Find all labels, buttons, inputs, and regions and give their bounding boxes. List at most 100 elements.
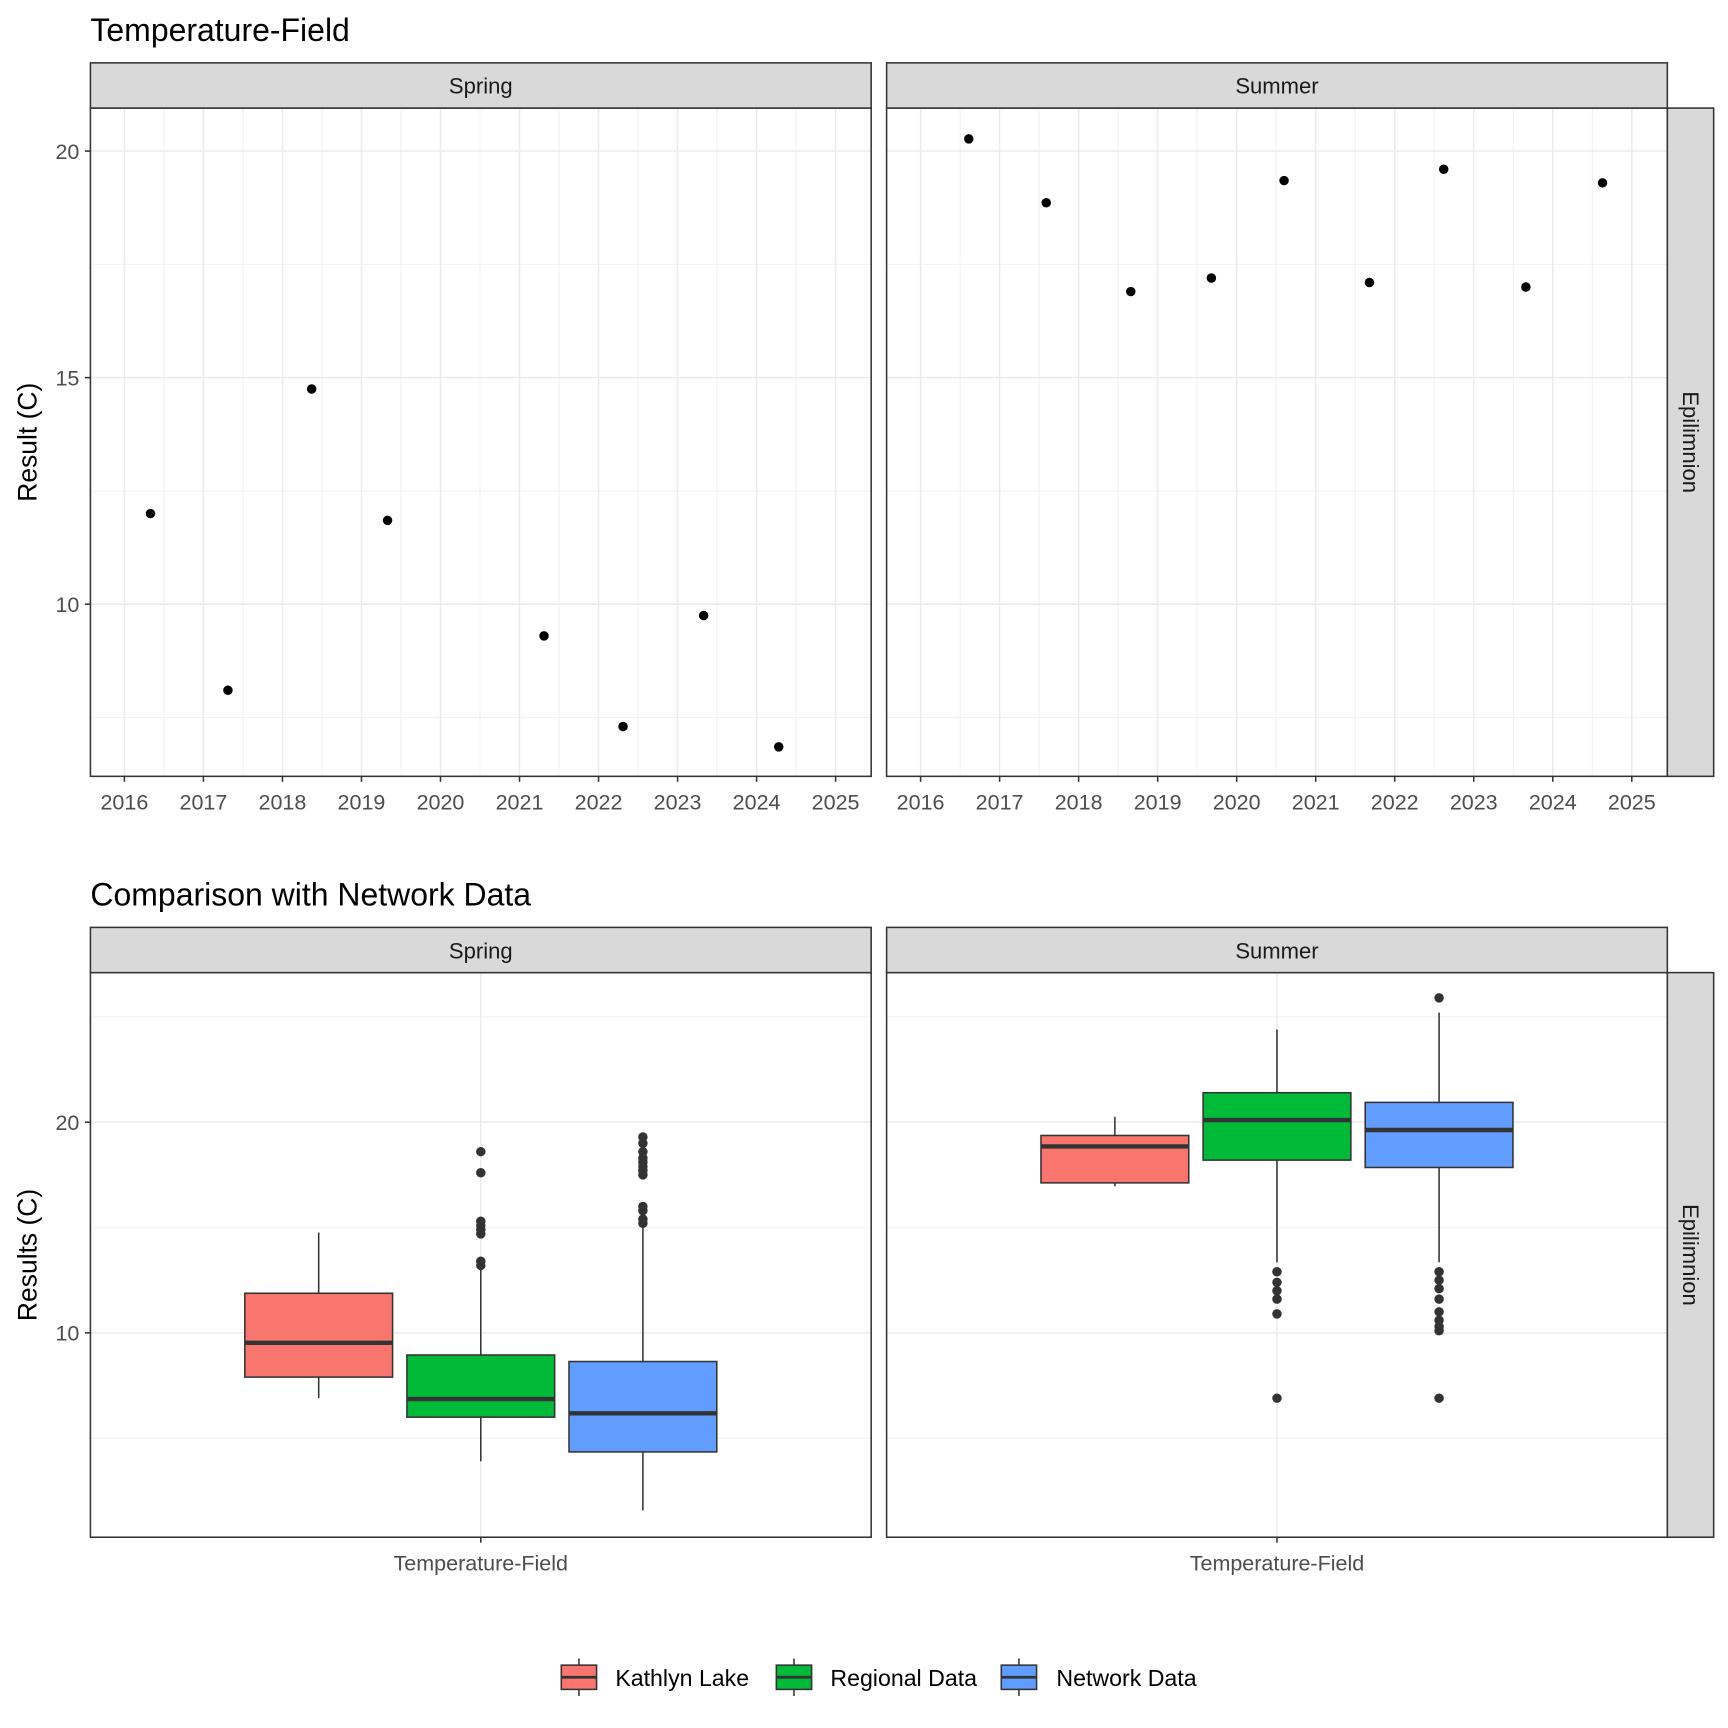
strip-label-row-top: Epilimnion <box>1678 391 1703 493</box>
y-tick-label: 15 <box>55 366 79 390</box>
x-tick-label: 2024 <box>1529 790 1577 814</box>
x-tick-label: 2016 <box>100 790 148 814</box>
x-tick-label: 2023 <box>1450 790 1498 814</box>
x-tick-label: 2018 <box>1055 790 1103 814</box>
boxplot-network-data <box>1364 993 1514 1403</box>
y-tick-label: 10 <box>55 1322 79 1346</box>
strip-label-summer-bottom: Summer <box>1235 938 1318 963</box>
x-tick-label: 2016 <box>897 790 945 814</box>
x-tick-label: 2021 <box>496 790 544 814</box>
outlier-point <box>1434 1275 1444 1285</box>
bottom-boxes <box>244 993 1514 1511</box>
bottom-ticks: Temperature-Field Temperature-Field 10 20 <box>55 1111 1364 1575</box>
data-point-summer <box>1597 178 1608 188</box>
boxplot-regional-data <box>1202 1029 1352 1403</box>
boxplot-kathlyn-lake <box>1040 1116 1190 1187</box>
outlier-point <box>1434 1393 1444 1403</box>
outlier-point <box>1272 1393 1282 1403</box>
x-tick-label: 2020 <box>417 790 465 814</box>
legend-item-kathlyn-lake: Kathlyn Lake <box>560 1658 749 1697</box>
boxplot-network-data <box>568 1132 718 1511</box>
box-iqr <box>1040 1134 1190 1184</box>
y-axis-title-bottom: Results (C) <box>12 1189 42 1321</box>
strip-label-spring-bottom: Spring <box>449 938 513 963</box>
top-points <box>145 134 1608 752</box>
outlier-point <box>476 1168 486 1178</box>
outlier-point <box>1434 1267 1444 1277</box>
outlier-point <box>1272 1285 1282 1296</box>
data-point-spring <box>539 631 549 641</box>
outlier-point <box>1434 993 1444 1003</box>
data-point-spring <box>773 742 784 752</box>
strip-summer-top <box>885 62 1669 109</box>
outlier-point <box>1434 1283 1444 1294</box>
y-tick-label: 20 <box>55 1111 79 1135</box>
outlier-point <box>1434 1307 1444 1317</box>
data-point-summer <box>1206 273 1217 283</box>
legend-item-regional-data: Regional Data <box>775 1658 977 1697</box>
legend-label: Regional Data <box>830 1665 977 1691</box>
x-tick-label: 2019 <box>1134 790 1182 814</box>
data-point-summer <box>964 134 974 144</box>
y-axis-title-top: Result (C) <box>12 383 42 502</box>
data-point-spring <box>382 515 393 526</box>
top-ticks: 2016 2017 2018 2019 2020 2021 2022 2023 2024 2025… <box>55 140 1655 815</box>
outlier-point <box>1272 1309 1282 1319</box>
x-tick-label: 2020 <box>1213 790 1261 814</box>
x-tick-label: 2017 <box>180 790 228 814</box>
data-point-spring <box>145 508 156 519</box>
legend-label: Network Data <box>1056 1665 1196 1691</box>
data-point-spring <box>698 610 709 621</box>
box-iqr <box>244 1292 394 1378</box>
data-point-spring <box>306 384 317 394</box>
strip-label-row-bottom: Epilimnion <box>1678 1204 1703 1306</box>
data-point-summer <box>1521 282 1531 292</box>
x-tick-label: 2017 <box>976 790 1024 814</box>
x-tick-label: 2023 <box>654 790 702 814</box>
strip-spring-top <box>89 62 872 109</box>
x-tick-label: 2022 <box>575 790 623 814</box>
x-tick-label: 2018 <box>259 790 307 814</box>
outlier-point <box>1272 1277 1282 1288</box>
y-tick-label: 10 <box>55 593 79 617</box>
chart-title-bottom: Comparison with Network Data <box>90 876 531 912</box>
data-point-spring <box>618 721 628 732</box>
box-iqr <box>1364 1101 1514 1169</box>
data-point-summer <box>1279 175 1289 186</box>
strip-label-summer-top: Summer <box>1235 74 1318 99</box>
panel-bg-spring <box>90 108 872 777</box>
panel-bg-summer <box>886 108 1668 777</box>
data-point-summer <box>1041 198 1051 208</box>
y-tick-label: 20 <box>55 140 79 164</box>
data-point-summer <box>1438 164 1449 174</box>
outlier-point <box>1434 1294 1444 1304</box>
boxplot-kathlyn-lake <box>244 1232 394 1399</box>
x-tick-label: 2019 <box>338 790 386 814</box>
outlier-point <box>638 1201 648 1212</box>
strip-row-bottom <box>1666 971 1715 1538</box>
x-tick-label: Temperature-Field <box>394 1551 568 1575</box>
x-tick-label: 2025 <box>812 790 860 814</box>
legend: Kathlyn Lake Regional Data Network Data <box>560 1658 1197 1697</box>
x-tick-label: 2024 <box>733 790 781 814</box>
boxplot-regional-data <box>406 1146 556 1462</box>
outlier-point <box>1272 1267 1282 1277</box>
top-gridlines <box>90 108 1668 777</box>
outlier-point <box>476 1216 486 1226</box>
outlier-point <box>638 1214 648 1224</box>
chart-title-top: Temperature-Field <box>90 12 349 48</box>
data-point-summer <box>1364 277 1375 288</box>
strip-summer-bottom <box>885 926 1669 974</box>
x-tick-label: 2025 <box>1608 790 1656 814</box>
outlier-point <box>1434 1326 1444 1336</box>
strip-spring-bottom <box>89 926 872 974</box>
outlier-point <box>1272 1294 1282 1304</box>
x-tick-label: Temperature-Field <box>1190 1551 1364 1575</box>
outlier-point <box>638 1132 648 1142</box>
strip-row-top <box>1666 107 1715 778</box>
x-tick-label: 2021 <box>1292 790 1340 814</box>
data-point-spring <box>223 685 233 695</box>
outlier-point <box>476 1146 486 1157</box>
x-tick-label: 2022 <box>1371 790 1419 814</box>
